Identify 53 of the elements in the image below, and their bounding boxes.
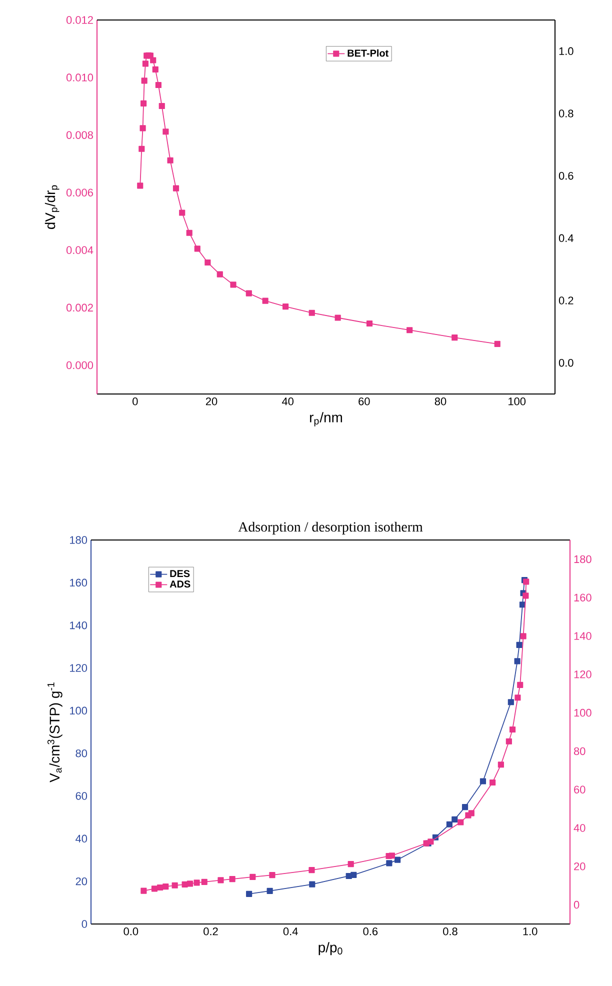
y-axis-title: dV$_{p}$/dr$_{p}$	[44, 185, 60, 230]
y2-tick-label: 160	[574, 594, 592, 602]
y2-tick-label: 0.8	[558, 110, 574, 118]
y-tick-label: 0.008	[66, 131, 93, 139]
y-tick-label: 0.000	[66, 361, 94, 370]
x-tick-label: 40	[282, 398, 294, 406]
y-tick-label: 160	[70, 578, 88, 587]
x-tick-label: 60	[358, 398, 370, 406]
y-tick-label: 40	[76, 834, 88, 843]
x-axis-title: r$_{p}$/nm	[310, 412, 342, 426]
y2-tick-label: 0.0	[558, 358, 574, 367]
x-tick-label: 80	[434, 398, 446, 406]
y-tick-label: 20	[76, 877, 88, 886]
x-tick-label: 20	[206, 398, 218, 406]
x-tick-label: 0.6	[363, 928, 378, 936]
legend-label: ADS	[170, 580, 190, 588]
y2-tick-label: 20	[574, 862, 586, 870]
x-tick-label: 0.2	[204, 928, 218, 936]
y2-tick-label: 0.6	[558, 172, 574, 180]
chart-title: Adsorption / desorption isotherm	[238, 522, 423, 534]
y2-tick-label: 100	[574, 708, 592, 717]
y-tick-label: 180	[70, 536, 88, 544]
y-tick-label: 0.010	[66, 74, 94, 82]
y2-tick-label: 80	[574, 747, 586, 756]
y-tick-label: 60	[76, 792, 88, 800]
y2-tick-label: 180	[574, 555, 592, 564]
y2-tick-label: 120	[574, 670, 592, 678]
x-tick-label: 0.4	[283, 928, 298, 936]
legend-label: DES	[170, 570, 190, 578]
y-tick-label: 0.002	[66, 304, 93, 312]
y2-tick-label: 140	[574, 632, 592, 640]
y2-tick-label: 0.4	[558, 234, 574, 242]
x-tick-label: 0.0	[124, 928, 138, 936]
y-tick-label: 0.004	[66, 246, 94, 254]
y-tick-label: 120	[70, 664, 88, 672]
y2-tick-label: 60	[574, 786, 586, 794]
x-axis-title: p/p$_{0}$	[318, 942, 342, 956]
y-tick-label: 100	[70, 706, 88, 715]
legend-label: BET-Plot	[348, 49, 388, 57]
y2-tick-label: 40	[574, 824, 586, 832]
x-tick-label: 1.0	[523, 928, 538, 936]
y-axis-title: V$_{a}$/cm$^{3}$(STP) g$^{-1}$	[47, 682, 62, 782]
y2-tick-label: 0.2	[558, 296, 574, 304]
x-tick-label: 0	[132, 398, 138, 406]
y-tick-label: 0.006	[66, 188, 93, 196]
x-tick-label: 0.8	[443, 928, 458, 936]
y-tick-label: 0	[82, 920, 88, 928]
y2-tick-label: 1.0	[559, 47, 574, 56]
y2-tick-label: 0	[574, 900, 580, 909]
x-tick-label: 100	[508, 398, 526, 406]
y-tick-label: 0.012	[66, 16, 93, 24]
y-tick-label: 140	[70, 621, 88, 630]
y-tick-label: 80	[76, 749, 88, 758]
